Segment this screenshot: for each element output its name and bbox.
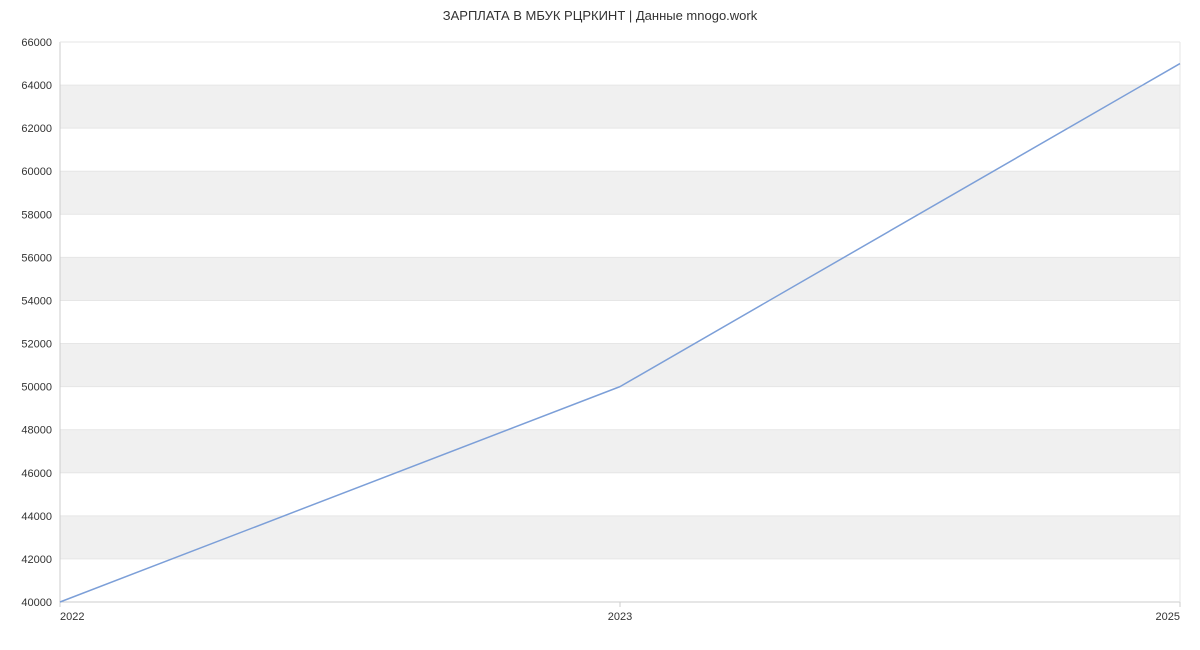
chart-title: ЗАРПЛАТА В МБУК РЦРКИНТ | Данные mnogo.w… <box>0 8 1200 23</box>
x-tick-label: 2022 <box>60 611 84 623</box>
y-tick-label: 44000 <box>21 511 52 523</box>
y-tick-label: 42000 <box>21 554 52 566</box>
grid-band <box>60 171 1180 214</box>
x-tick-label: 2025 <box>1156 611 1180 623</box>
y-tick-label: 58000 <box>21 209 52 221</box>
y-tick-label: 60000 <box>21 166 52 178</box>
y-tick-label: 46000 <box>21 468 52 480</box>
grid-band <box>60 85 1180 128</box>
line-chart: 40000 42000 44000 46000 48000 50000 52000 54000… <box>0 0 1200 650</box>
y-tick-label: 62000 <box>21 123 52 135</box>
y-tick-label: 54000 <box>21 295 52 307</box>
y-tick-label: 64000 <box>21 80 52 92</box>
grid-band <box>60 344 1180 387</box>
chart-container: ЗАРПЛАТА В МБУК РЦРКИНТ | Данные mnogo.w… <box>0 0 1200 650</box>
grid-band <box>60 257 1180 300</box>
grid-band <box>60 430 1180 473</box>
y-tick-label: 52000 <box>21 339 52 351</box>
y-tick-label: 50000 <box>21 382 52 394</box>
y-tick-label: 56000 <box>21 252 52 264</box>
y-tick-label: 40000 <box>21 597 52 609</box>
y-tick-label: 66000 <box>21 37 52 49</box>
x-tick-label: 2023 <box>608 611 632 623</box>
y-tick-label: 48000 <box>21 425 52 437</box>
